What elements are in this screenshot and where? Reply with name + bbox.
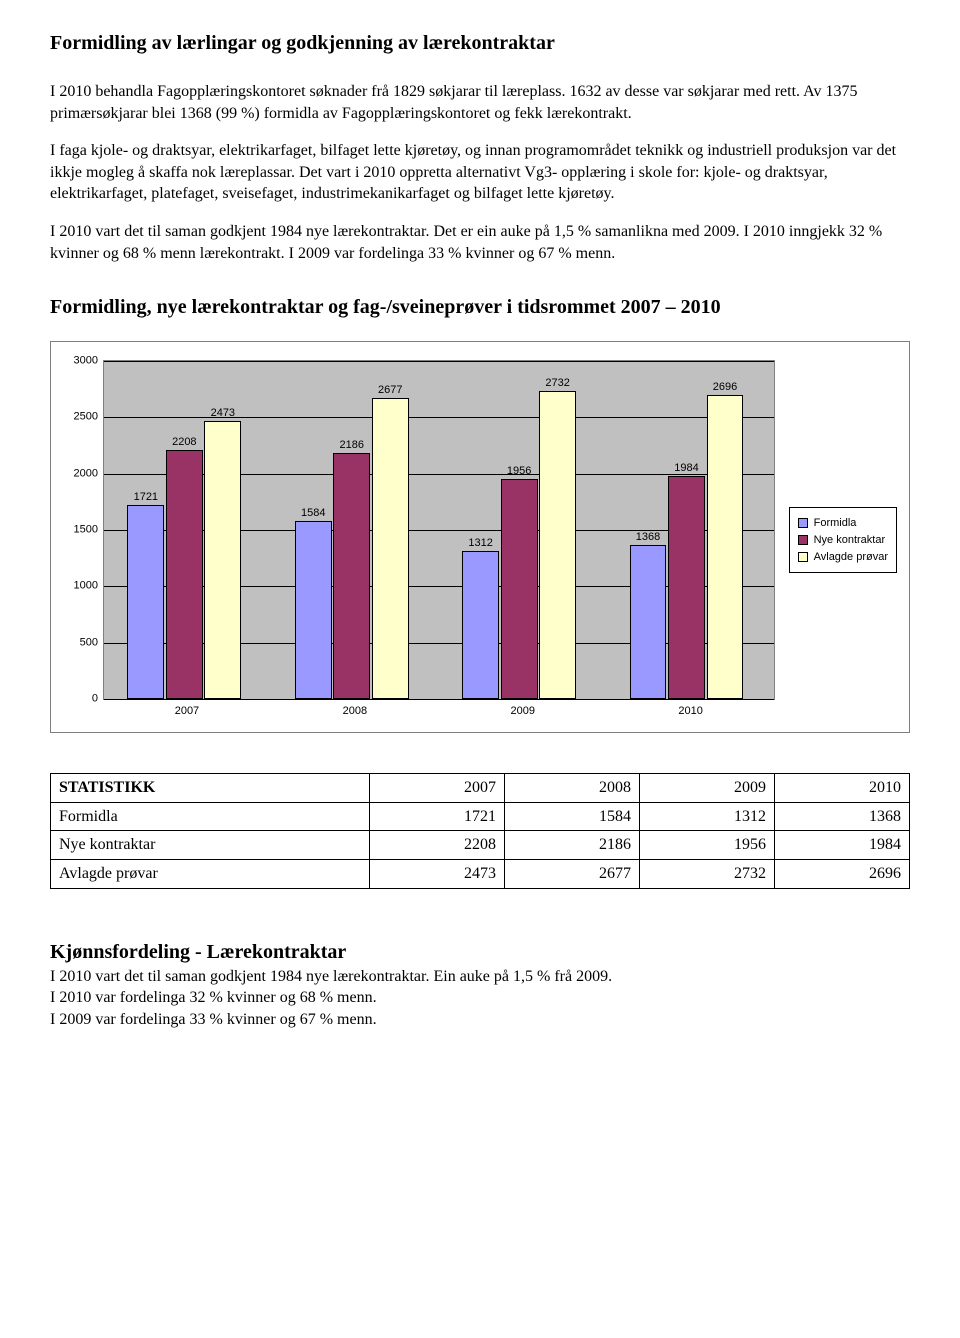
y-axis-label: 0 (64, 692, 98, 707)
footer-section: Kjønnsfordeling - Lærekontraktar I 2010 … (50, 939, 910, 1031)
bar: 2696 (707, 395, 744, 699)
bar: 2677 (372, 398, 409, 700)
y-axis-label: 1000 (64, 579, 98, 594)
legend-label: Nye kontraktar (814, 533, 886, 548)
legend-label: Avlagde prøvar (814, 550, 888, 565)
bar: 1368 (630, 545, 667, 699)
bar-chart: 0500100015002000250030001721220824731584… (50, 341, 910, 733)
table-cell: 1956 (639, 831, 774, 860)
row-label: Nye kontraktar (51, 831, 370, 860)
bar-value-label: 2186 (334, 438, 369, 453)
bar-value-label: 1584 (296, 506, 331, 521)
y-axis-label: 2000 (64, 466, 98, 481)
footer-line-0: I 2010 vart det til saman godkjent 1984 … (50, 968, 612, 985)
table-cell: 1368 (774, 802, 909, 831)
bar: 2732 (539, 391, 576, 699)
legend-item: Avlagde prøvar (798, 550, 888, 565)
bar-group: 158421862677 (271, 361, 438, 699)
paragraph-2: I faga kjole- og draktsyar, elektrikarfa… (50, 140, 910, 205)
bar-group: 136819842696 (606, 361, 773, 699)
bar-value-label: 1956 (502, 464, 537, 479)
bar: 1312 (462, 551, 499, 699)
bar-value-label: 2677 (373, 383, 408, 398)
table-cell: 1984 (774, 831, 909, 860)
bar: 1956 (501, 479, 538, 699)
table-cell: 2732 (639, 859, 774, 888)
stats-table: STATISTIKK 2007 2008 2009 2010 Formidla1… (50, 773, 910, 888)
x-axis-label: 2009 (439, 700, 607, 720)
bar-value-label: 1721 (128, 490, 163, 505)
table-col-1: 2008 (504, 774, 639, 803)
table-cell: 1584 (504, 802, 639, 831)
bar: 1584 (295, 521, 332, 699)
x-axis-label: 2008 (271, 700, 439, 720)
bar-value-label: 2732 (540, 376, 575, 391)
y-axis-label: 500 (64, 635, 98, 650)
bar-value-label: 1312 (463, 536, 498, 551)
table-header-label: STATISTIKK (51, 774, 370, 803)
table-cell: 1312 (639, 802, 774, 831)
table-cell: 2208 (369, 831, 504, 860)
table-cell: 2473 (369, 859, 504, 888)
x-axis-label: 2007 (103, 700, 271, 720)
bar-group: 131219562732 (439, 361, 606, 699)
table-col-3: 2010 (774, 774, 909, 803)
gridline (104, 699, 774, 700)
bar-value-label: 1368 (631, 530, 666, 545)
footer-title: Kjønnsfordeling - Lærekontraktar (50, 941, 346, 963)
bar-value-label: 2473 (205, 406, 240, 421)
table-cell: 1721 (369, 802, 504, 831)
x-axis-label: 2010 (607, 700, 775, 720)
page-title: Formidling av lærlingar og godkjenning a… (50, 30, 910, 57)
legend-swatch (798, 518, 808, 528)
table-cell: 2677 (504, 859, 639, 888)
table-col-2: 2009 (639, 774, 774, 803)
bar-group: 172122082473 (104, 361, 271, 699)
y-axis-label: 2500 (64, 410, 98, 425)
bar-value-label: 2696 (708, 380, 743, 395)
table-row: Avlagde prøvar2473267727322696 (51, 859, 910, 888)
bar: 2208 (166, 450, 203, 699)
bar: 1721 (127, 505, 164, 699)
chart-heading: Formidling, nye lærekontraktar og fag-/s… (50, 294, 910, 321)
y-axis-label: 1500 (64, 523, 98, 538)
legend-item: Nye kontraktar (798, 533, 888, 548)
bar: 2473 (204, 421, 241, 700)
table-col-0: 2007 (369, 774, 504, 803)
table-row: Nye kontraktar2208218619561984 (51, 831, 910, 860)
legend-item: Formidla (798, 516, 888, 531)
y-axis-label: 3000 (64, 354, 98, 369)
legend-label: Formidla (814, 516, 857, 531)
bar: 2186 (333, 453, 370, 699)
chart-legend: Formidla Nye kontraktar Avlagde prøvar (789, 507, 897, 574)
legend-swatch (798, 552, 808, 562)
row-label: Avlagde prøvar (51, 859, 370, 888)
footer-line-2: I 2009 var fordelinga 33 % kvinner og 67… (50, 1011, 377, 1028)
row-label: Formidla (51, 802, 370, 831)
bar: 1984 (668, 476, 705, 700)
paragraph-1: I 2010 behandla Fagopplæringskontoret sø… (50, 81, 910, 124)
bar-value-label: 1984 (669, 461, 704, 476)
bar-value-label: 2208 (167, 435, 202, 450)
table-row: Formidla1721158413121368 (51, 802, 910, 831)
table-cell: 2186 (504, 831, 639, 860)
footer-line-1: I 2010 var fordelinga 32 % kvinner og 68… (50, 989, 377, 1006)
paragraph-3: I 2010 vart det til saman godkjent 1984 … (50, 221, 910, 264)
legend-swatch (798, 535, 808, 545)
table-cell: 2696 (774, 859, 909, 888)
